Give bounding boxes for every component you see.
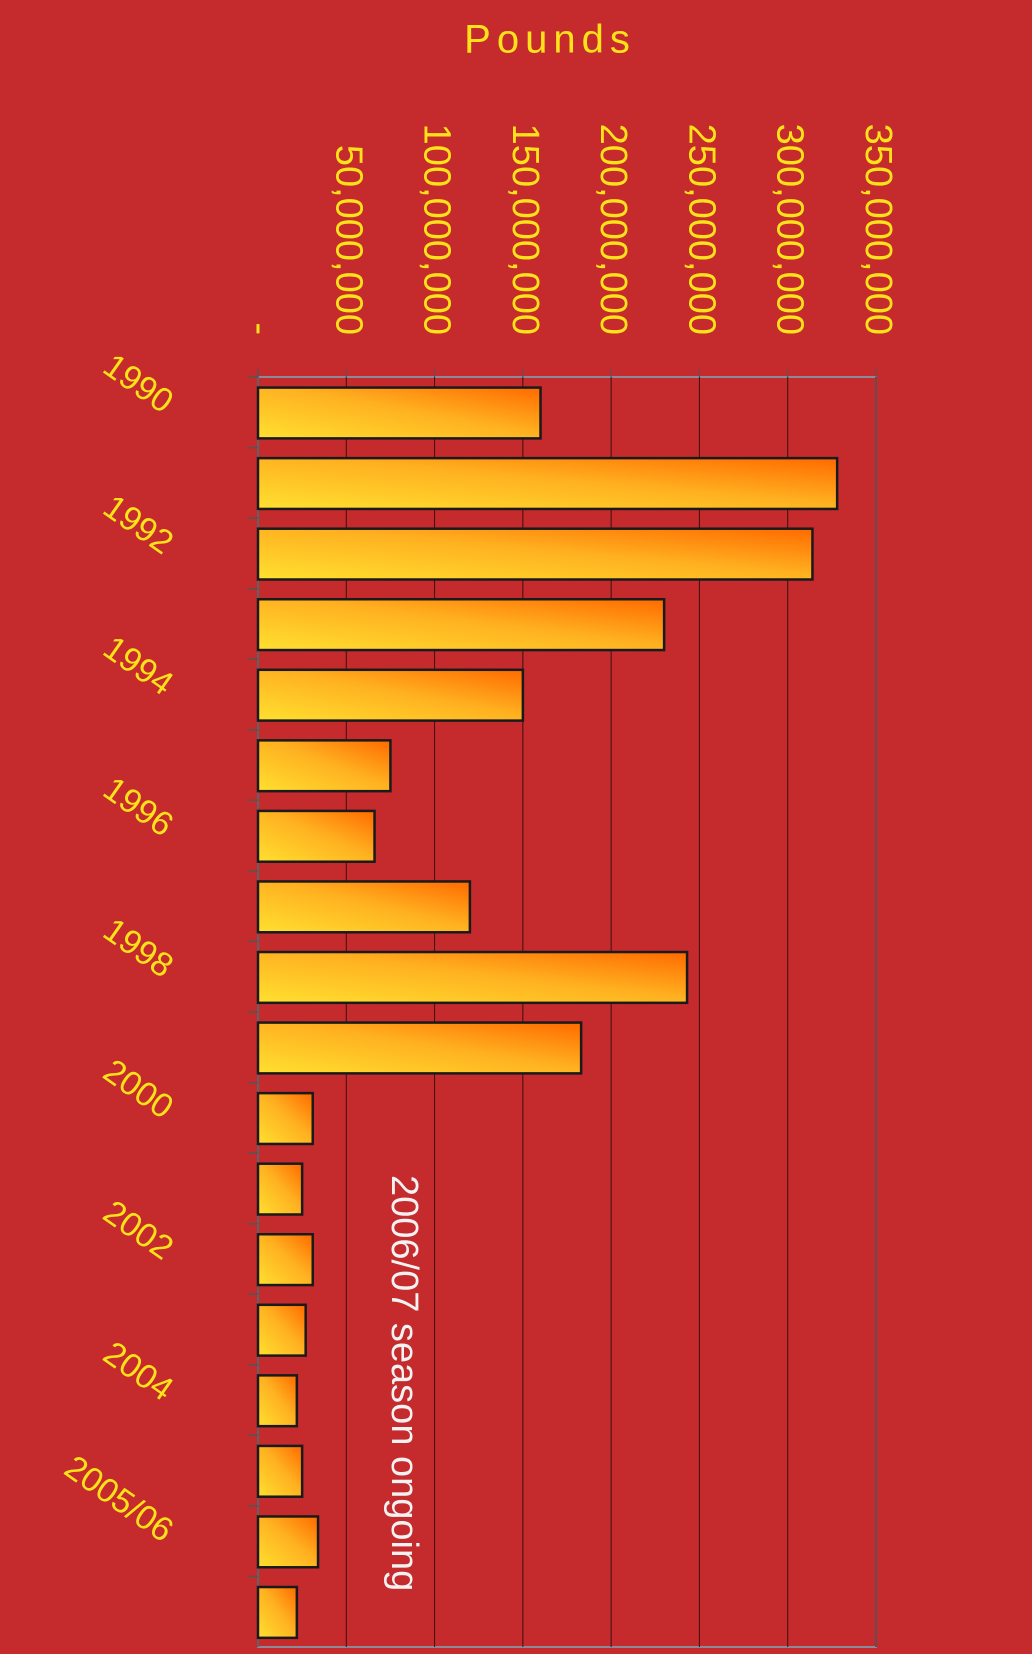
- bar: [256, 1091, 314, 1146]
- bar: [256, 1444, 304, 1498]
- bar: [256, 1515, 320, 1569]
- x-tick-label: 50,000,000: [327, 145, 369, 335]
- x-tick-label: 350,000,000: [857, 124, 899, 335]
- y-tick-label: 1994: [96, 629, 180, 704]
- bar: [256, 527, 814, 581]
- bar: [256, 1374, 299, 1428]
- bar: [256, 1585, 299, 1640]
- y-tick-label: 2002: [96, 1193, 180, 1268]
- bar: [256, 809, 376, 863]
- x-tick-label: -: [239, 322, 281, 335]
- annotation: 2006/07 season ongoing: [383, 1175, 425, 1591]
- x-tick-label: 100,000,000: [416, 124, 458, 335]
- y-tick-label: 1998: [96, 911, 180, 986]
- x-tick-label: 150,000,000: [504, 124, 546, 335]
- bar: [256, 1303, 307, 1357]
- y-tick-label: 2000: [96, 1052, 180, 1127]
- y-tick-label: 2005/06: [58, 1448, 180, 1550]
- y-tick-label: 1992: [96, 488, 180, 563]
- bar: [256, 950, 689, 1005]
- bar: [256, 880, 472, 934]
- bar: [256, 739, 392, 793]
- bar: [256, 1021, 583, 1075]
- chart-title: Pounds: [464, 18, 636, 62]
- y-tick-label: 2004: [96, 1334, 180, 1409]
- y-tick-label: 1990: [96, 346, 180, 421]
- bar: [256, 668, 525, 722]
- bar: [256, 1162, 304, 1216]
- x-tick-label: 300,000,000: [769, 124, 811, 335]
- bar: [256, 456, 839, 511]
- bar: [256, 386, 542, 440]
- x-tick-label: 200,000,000: [592, 124, 634, 335]
- x-tick-label: 250,000,000: [680, 124, 722, 335]
- y-tick-label: 1996: [96, 770, 180, 845]
- bar: [256, 598, 666, 652]
- bar: [256, 1233, 314, 1287]
